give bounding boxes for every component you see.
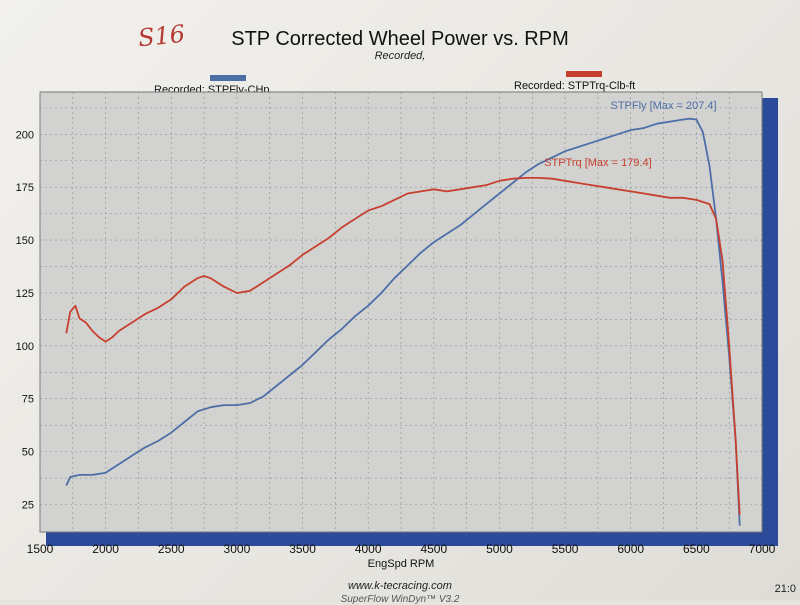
y-tick-label: 125	[16, 288, 34, 300]
chart-title: STP Corrected Wheel Power vs. RPM	[231, 28, 569, 50]
x-tick-label: 2000	[92, 542, 119, 556]
legend-swatch-power	[210, 75, 246, 81]
x-axis-ticks: 1500 2000 2500 3000 3500 4000 4500 5000 5500 6000…	[27, 542, 776, 556]
x-tick-label: 3500	[289, 542, 316, 556]
legend-label-torque: Recorded: STPTrq-Clb-ft	[514, 80, 636, 92]
x-tick-label: 4000	[355, 542, 382, 556]
series-line-torque	[65, 177, 741, 516]
x-tick-label: 6500	[683, 542, 710, 556]
series-line-power	[65, 117, 741, 526]
chart-subtitle: Recorded,	[374, 50, 426, 62]
x-tick-label: 3000	[224, 542, 251, 556]
y-tick-label: 50	[22, 447, 34, 459]
x-tick-label: 2500	[158, 542, 185, 556]
legend-swatch-torque	[566, 71, 602, 77]
x-tick-label: 5500	[552, 542, 579, 556]
y-tick-label: 75	[22, 394, 34, 406]
y-tick-label: 100	[16, 341, 34, 353]
x-tick-label: 6000	[617, 542, 644, 556]
y-tick-label: 175	[16, 182, 34, 194]
legend-item-torque: Recorded: STPTrq-Clb-ft	[514, 71, 636, 92]
grid-lines	[39, 92, 763, 532]
y-axis-ticks: 25 50 75 100 125 150 175 200	[16, 129, 34, 511]
series-label-power: STPFly [Max = 207.4]	[611, 100, 717, 112]
y-tick-label: 25	[22, 500, 34, 512]
y-tick-label: 200	[16, 129, 34, 141]
footer-time: 21:0	[774, 583, 796, 595]
x-tick-label: 4500	[420, 542, 447, 556]
y-tick-label: 150	[16, 235, 34, 247]
series-group: STPFly [Max = 207.4] STPTrq [Max = 179.4]	[65, 100, 741, 526]
x-tick-label: 7000	[749, 542, 776, 556]
series-label-torque: STPTrq [Max = 179.4]	[544, 157, 652, 169]
x-tick-label: 1500	[27, 542, 54, 556]
x-tick-label: 5000	[486, 542, 513, 556]
footer-url: www.k-tecracing.com	[348, 580, 452, 592]
x-axis-label: EngSpd RPM	[368, 558, 435, 570]
